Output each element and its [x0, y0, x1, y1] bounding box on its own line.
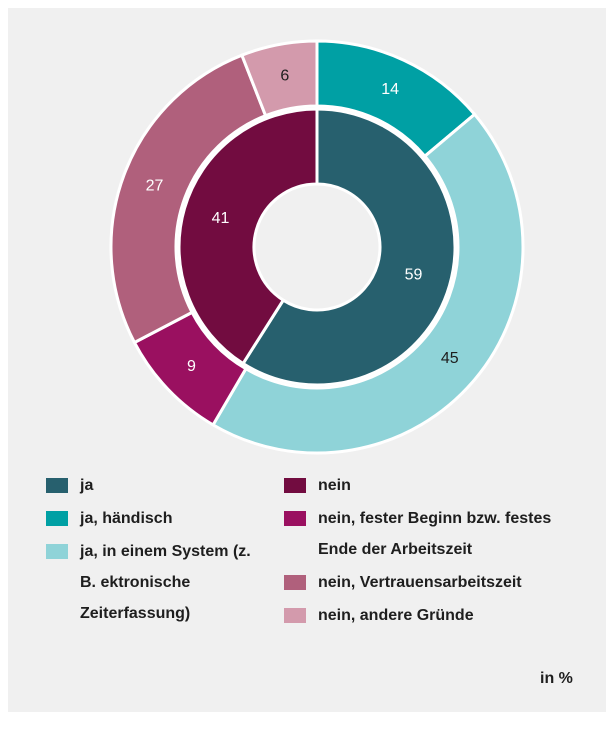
legend-swatch [284, 608, 306, 623]
data-label: 45 [441, 350, 459, 367]
legend-swatch [284, 575, 306, 590]
unit-label: in % [540, 670, 573, 687]
legend-label: nein, Vertrauensarbeitszeit [318, 574, 522, 591]
legend-item: nein, andere Gründe [284, 600, 584, 631]
donut-segment [177, 107, 319, 366]
legend-label: nein, andere Gründe [318, 607, 474, 624]
legend-swatch [284, 478, 306, 493]
legend-item: ja, händisch [46, 503, 256, 534]
legend-column: nein nein, fester Beginn bzw. festes Ende… [284, 470, 584, 633]
data-label: 6 [280, 68, 289, 85]
legend-swatch [46, 478, 68, 493]
donut-segment [239, 39, 319, 118]
legend-swatch [46, 511, 68, 526]
legend-label: nein, fester Beginn bzw. festes Ende der… [318, 510, 552, 558]
legend-item: ja [46, 470, 256, 501]
donut-segment [240, 107, 457, 387]
data-label: 27 [146, 177, 164, 194]
data-label: 9 [187, 358, 196, 375]
donut-segment [109, 53, 268, 345]
legend-label: ja [80, 477, 94, 494]
data-label: 41 [212, 210, 230, 227]
legend-item: ja, in einem System (z. B. ektronische Z… [46, 536, 256, 629]
legend-item: nein, fester Beginn bzw. festes Ende der… [284, 503, 584, 565]
donut: 59 41 14 45 9 27 6 [109, 39, 525, 455]
legend-swatch [284, 511, 306, 526]
data-label: 14 [381, 81, 399, 98]
data-label: 59 [405, 266, 423, 283]
legend-swatch [46, 544, 68, 559]
legend-column: ja ja, händisch ja, in einem System (z. B.… [46, 470, 256, 631]
donut-segment [211, 112, 525, 455]
legend-label: ja, in einem System (z. B. ektronische Z… [80, 543, 251, 622]
legend-label: nein [318, 477, 351, 494]
legend-item: nein [284, 470, 584, 501]
legend-item: nein, Vertrauensarbeitszeit [284, 567, 584, 598]
legend-label: ja, händisch [80, 510, 173, 527]
